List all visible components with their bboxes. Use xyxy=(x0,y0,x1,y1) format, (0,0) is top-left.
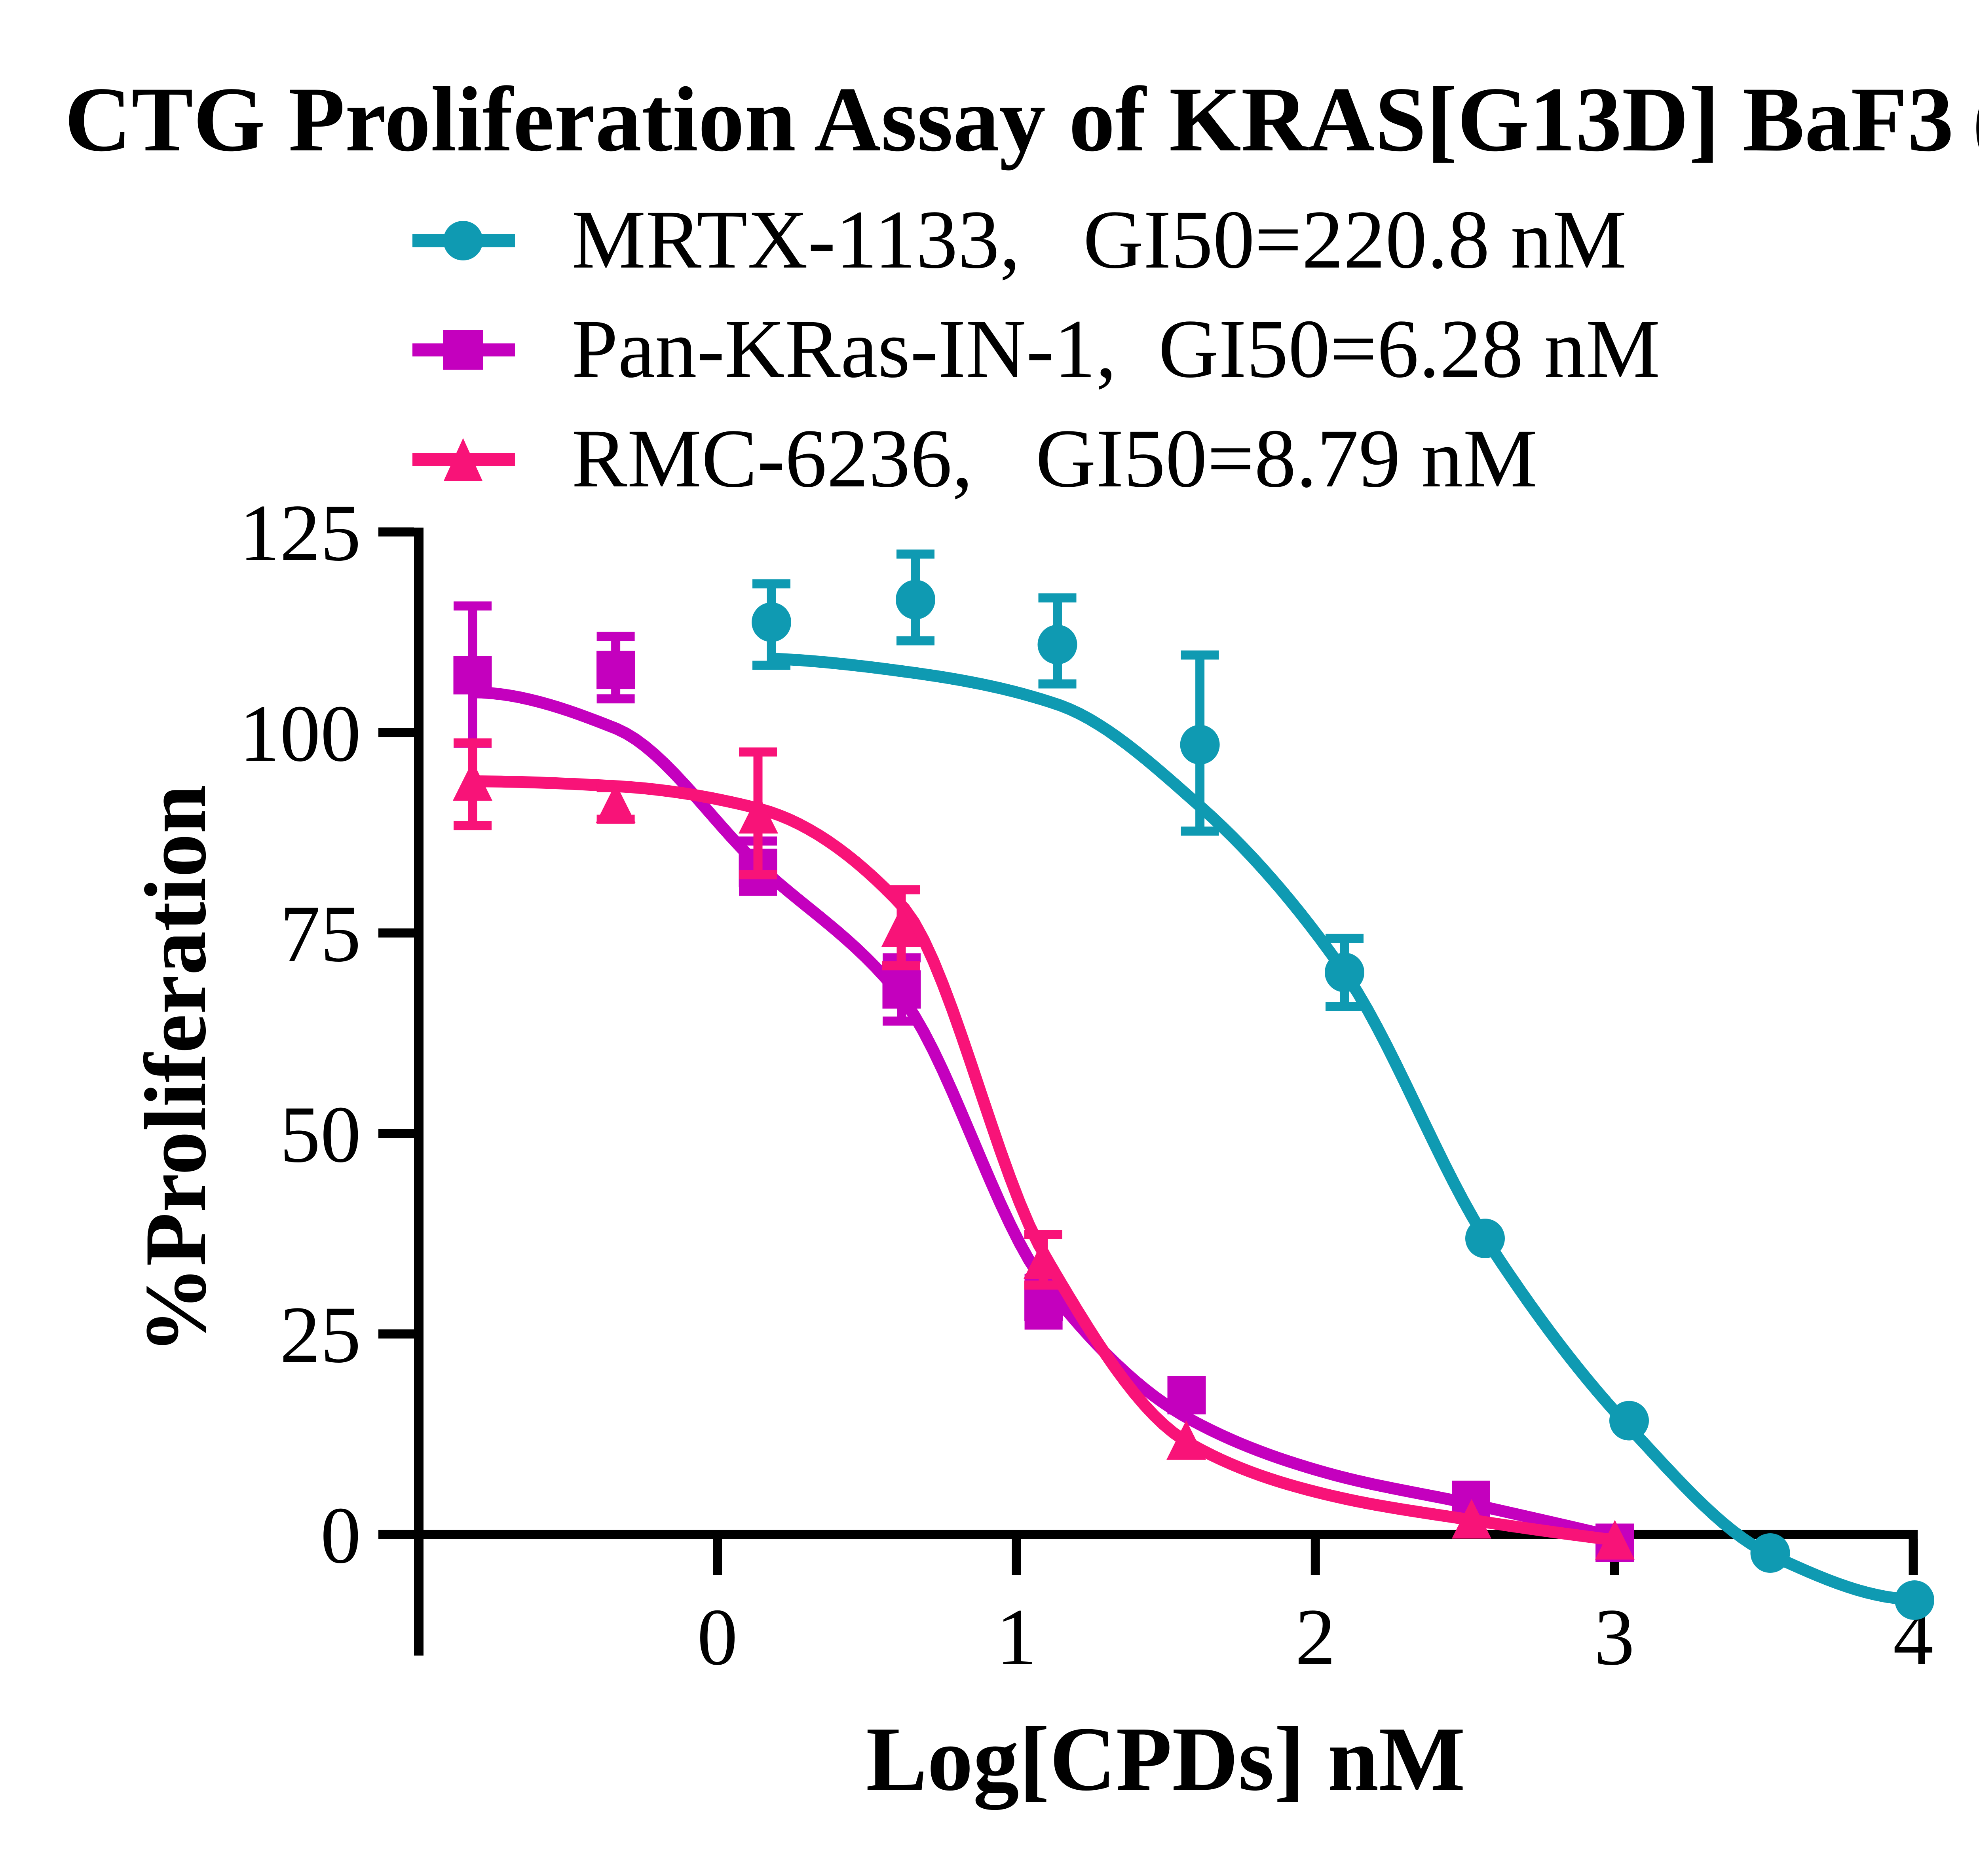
svg-text:0: 0 xyxy=(697,1592,738,1682)
svg-text:%Proliferation: %Proliferation xyxy=(127,785,224,1354)
svg-text:Log[CPDs] nM: Log[CPDs] nM xyxy=(866,1708,1465,1810)
svg-text:RMC-6236, GI50=8.79 nM: RMC-6236, GI50=8.79 nM xyxy=(572,412,1537,505)
svg-text:125: 125 xyxy=(239,488,361,578)
svg-text:1: 1 xyxy=(996,1592,1037,1682)
svg-text:MRTX-1133, GI50=220.8 nM: MRTX-1133, GI50=220.8 nM xyxy=(572,193,1627,286)
svg-text:0: 0 xyxy=(321,1491,361,1580)
svg-text:2: 2 xyxy=(1295,1592,1336,1682)
svg-text:3: 3 xyxy=(1594,1592,1635,1682)
svg-text:50: 50 xyxy=(280,1090,361,1179)
svg-text:Pan-KRas-IN-1, GI50=6.28 nM: Pan-KRas-IN-1, GI50=6.28 nM xyxy=(572,302,1660,395)
svg-text:75: 75 xyxy=(280,889,361,979)
svg-text:CTG Proliferation Assay of KRA: CTG Proliferation Assay of KRAS[G13D] Ba… xyxy=(65,68,1979,171)
svg-text:25: 25 xyxy=(280,1290,361,1380)
svg-text:100: 100 xyxy=(239,689,361,779)
